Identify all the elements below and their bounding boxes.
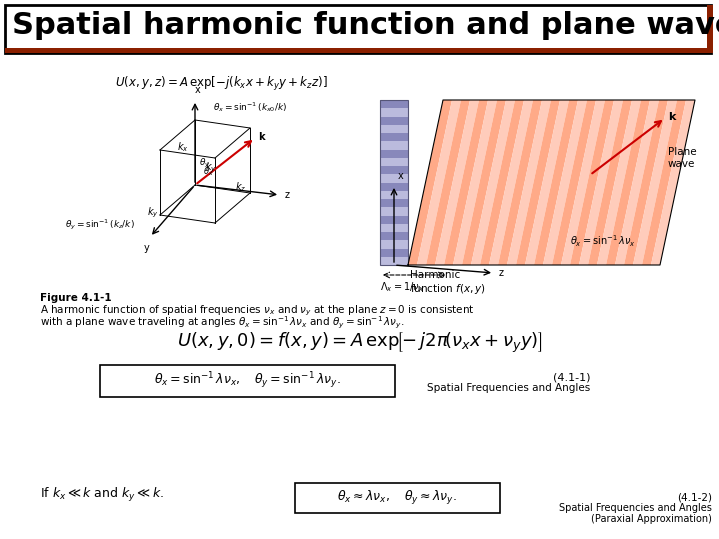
Polygon shape bbox=[525, 100, 569, 265]
Polygon shape bbox=[480, 100, 524, 265]
Text: x: x bbox=[195, 85, 201, 95]
Bar bbox=[380, 116, 408, 125]
Bar bbox=[380, 232, 408, 240]
Bar bbox=[380, 149, 408, 158]
Polygon shape bbox=[633, 100, 677, 265]
Text: $\theta_x = \sin^{-1}\lambda\nu_x$: $\theta_x = \sin^{-1}\lambda\nu_x$ bbox=[570, 233, 636, 249]
Bar bbox=[295, 483, 500, 513]
Polygon shape bbox=[624, 100, 668, 265]
Polygon shape bbox=[579, 100, 623, 265]
Text: $\theta_y$: $\theta_y$ bbox=[199, 156, 211, 169]
Text: x: x bbox=[398, 171, 404, 181]
Text: $\theta_y = \sin^{-1}(k_z/k)$: $\theta_y = \sin^{-1}(k_z/k)$ bbox=[65, 217, 134, 231]
Polygon shape bbox=[543, 100, 587, 265]
Text: $U(x,y,0) = f(x,y) = A\,\mathrm{exp}\!\left[-\,j2\pi\!\left(\nu_x x+\nu_y y\righ: $U(x,y,0) = f(x,y) = A\,\mathrm{exp}\!\l… bbox=[177, 331, 543, 355]
Text: $k_z$: $k_z$ bbox=[235, 180, 247, 194]
Polygon shape bbox=[417, 100, 461, 265]
Polygon shape bbox=[408, 100, 452, 265]
Text: with a plane wave traveling at angles $\theta_x = \sin^{-1}\lambda\nu_x$ and $\t: with a plane wave traveling at angles $\… bbox=[40, 315, 405, 331]
Polygon shape bbox=[462, 100, 506, 265]
Bar bbox=[380, 224, 408, 232]
Text: $\theta_x = \sin^{-1}(k_{x0}/k)$: $\theta_x = \sin^{-1}(k_{x0}/k)$ bbox=[213, 100, 287, 114]
Bar bbox=[5, 48, 707, 53]
Text: Figure 4.1-1: Figure 4.1-1 bbox=[40, 293, 111, 303]
Polygon shape bbox=[534, 100, 578, 265]
Text: Spatial Frequencies and Angles: Spatial Frequencies and Angles bbox=[559, 503, 712, 513]
Bar bbox=[380, 240, 408, 248]
Text: $k_y$: $k_y$ bbox=[147, 205, 159, 220]
Text: (4.1-2): (4.1-2) bbox=[677, 492, 712, 502]
Polygon shape bbox=[435, 100, 479, 265]
Polygon shape bbox=[606, 100, 650, 265]
Bar bbox=[707, 5, 713, 53]
Polygon shape bbox=[552, 100, 596, 265]
Polygon shape bbox=[444, 100, 488, 265]
Bar bbox=[380, 100, 408, 108]
Text: Spatial Frequencies and Angles: Spatial Frequencies and Angles bbox=[427, 383, 590, 393]
Bar bbox=[380, 133, 408, 141]
Text: Harmonic
function $f(x,y)$: Harmonic function $f(x,y)$ bbox=[410, 270, 486, 296]
Bar bbox=[5, 5, 711, 53]
Polygon shape bbox=[426, 100, 470, 265]
Text: (Paraxial Approximation): (Paraxial Approximation) bbox=[591, 514, 712, 524]
Text: $k_x$: $k_x$ bbox=[177, 140, 188, 154]
Text: A harmonic function of spatial frequencies $\nu_x$ and $\nu_y$ at the plane $z=0: A harmonic function of spatial frequenci… bbox=[40, 304, 475, 319]
Polygon shape bbox=[642, 100, 686, 265]
Bar bbox=[380, 216, 408, 224]
Polygon shape bbox=[588, 100, 632, 265]
Text: $\theta_x$: $\theta_x$ bbox=[203, 166, 214, 178]
Bar bbox=[380, 208, 408, 216]
Bar bbox=[380, 166, 408, 174]
Polygon shape bbox=[489, 100, 533, 265]
Text: (4.1-1): (4.1-1) bbox=[552, 373, 590, 383]
Bar bbox=[380, 191, 408, 199]
Polygon shape bbox=[498, 100, 542, 265]
Text: $\Lambda_x = 1/\nu_x$: $\Lambda_x = 1/\nu_x$ bbox=[380, 280, 424, 294]
Bar bbox=[380, 199, 408, 208]
Bar bbox=[380, 248, 408, 257]
Bar bbox=[380, 108, 408, 116]
Text: Plane
wave: Plane wave bbox=[668, 147, 697, 169]
Text: $\mathbf{k}$: $\mathbf{k}$ bbox=[258, 130, 267, 142]
Bar bbox=[100, 365, 395, 397]
Text: $U(x,y,z) = A\,\mathrm{exp}[-j(k_x x+k_y y+k_z z)]$: $U(x,y,z) = A\,\mathrm{exp}[-j(k_x x+k_y… bbox=[115, 75, 328, 93]
Text: If $k_x \ll k$ and $k_y \ll k$.: If $k_x \ll k$ and $k_y \ll k$. bbox=[40, 486, 164, 504]
Text: Spatial harmonic function and plane wave: Spatial harmonic function and plane wave bbox=[12, 11, 719, 40]
Bar bbox=[380, 141, 408, 149]
Bar bbox=[380, 100, 408, 265]
Polygon shape bbox=[615, 100, 659, 265]
Text: $\mathbf{k}$: $\mathbf{k}$ bbox=[668, 110, 677, 122]
Bar bbox=[380, 125, 408, 133]
Polygon shape bbox=[507, 100, 551, 265]
Text: y: y bbox=[144, 243, 150, 253]
Polygon shape bbox=[453, 100, 497, 265]
Text: $k_y$: $k_y$ bbox=[205, 161, 216, 175]
Bar bbox=[380, 183, 408, 191]
Text: $\theta_x \approx \lambda\nu_x, \quad \theta_y \approx \lambda\nu_y.$: $\theta_x \approx \lambda\nu_x, \quad \t… bbox=[337, 489, 457, 507]
Polygon shape bbox=[597, 100, 641, 265]
Text: z: z bbox=[285, 190, 290, 200]
Polygon shape bbox=[651, 100, 695, 265]
Polygon shape bbox=[570, 100, 614, 265]
Polygon shape bbox=[516, 100, 560, 265]
Bar bbox=[380, 174, 408, 183]
Polygon shape bbox=[471, 100, 515, 265]
Text: $\theta_x = \sin^{-1}\lambda\nu_x, \quad \theta_y = \sin^{-1}\lambda\nu_y.$: $\theta_x = \sin^{-1}\lambda\nu_x, \quad… bbox=[154, 371, 341, 391]
Bar bbox=[380, 257, 408, 265]
Polygon shape bbox=[561, 100, 605, 265]
Text: z: z bbox=[499, 268, 504, 278]
Bar bbox=[380, 158, 408, 166]
